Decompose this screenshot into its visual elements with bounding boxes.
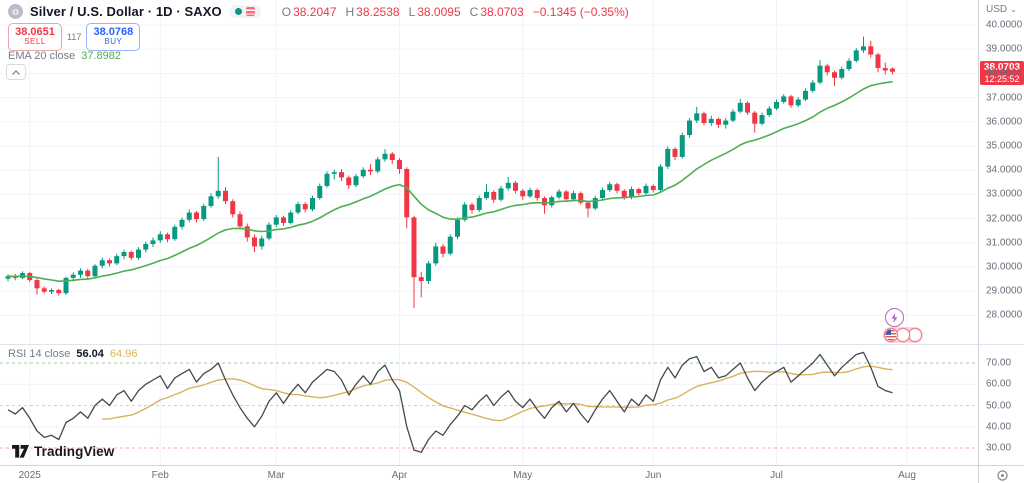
rsi-value: 56.04 xyxy=(76,348,104,360)
rsi-ma-value: 64.96 xyxy=(109,348,138,360)
events-flags-icon xyxy=(883,327,923,343)
chevron-down-icon: ⌄ xyxy=(1010,5,1017,14)
time-tick: Apr xyxy=(391,470,408,481)
buy-button[interactable]: 38.0768 BUY xyxy=(86,23,141,51)
price-tick: 28.0000 xyxy=(986,309,1023,321)
chart-canvas xyxy=(0,0,978,465)
trade-buttons: 38.0651 SELL 117 38.0768 BUY xyxy=(8,23,141,51)
price-tick: 40.0000 xyxy=(986,19,1023,31)
last-price: 38.0703 xyxy=(983,62,1021,73)
price-tick: 31.0000 xyxy=(986,237,1023,249)
spread-value: 117 xyxy=(67,31,82,42)
axis-currency[interactable]: USD ⌄ xyxy=(986,4,1017,15)
symbol-title[interactable]: Silver / U.S. Dollar · 1D · SAXO xyxy=(30,4,222,19)
price-tick: 36.0000 xyxy=(986,116,1023,128)
events-icon xyxy=(245,7,255,16)
time-tick: Mar xyxy=(267,470,285,481)
main-chart[interactable] xyxy=(0,0,978,465)
tradingview-attribution[interactable]: TradingView xyxy=(12,444,114,459)
axis-settings-corner[interactable] xyxy=(978,465,1024,483)
price-tick: 38.0000 xyxy=(986,67,1023,79)
tradingview-logo-icon xyxy=(12,445,29,458)
symbol-status-icons[interactable] xyxy=(228,5,261,18)
time-tick: 2025 xyxy=(18,470,41,481)
sell-price: 38.0651 xyxy=(15,26,55,38)
pane-separator[interactable] xyxy=(0,344,1024,345)
change-value: −0.1345 (−0.35%) xyxy=(532,4,629,19)
symbol-header: ◍ Silver / U.S. Dollar · 1D · SAXO O 38.2… xyxy=(8,4,629,19)
time-tick: Aug xyxy=(898,470,916,481)
time-tick: May xyxy=(513,470,533,481)
lightning-icon xyxy=(891,312,898,323)
collapse-legend-button[interactable] xyxy=(6,64,26,80)
economic-events-badge[interactable] xyxy=(883,327,923,348)
time-tick: Feb xyxy=(151,470,169,481)
low-value: 38.0095 xyxy=(417,4,461,19)
rsi-legend[interactable]: RSI 14 close 56.04 64.96 xyxy=(8,348,138,360)
bar-countdown: 12:25:52 xyxy=(984,73,1020,84)
buy-price: 38.0768 xyxy=(93,26,134,38)
price-tick: 33.0000 xyxy=(986,188,1023,200)
high-value: 38.2538 xyxy=(356,4,400,19)
rsi-tick: 50.00 xyxy=(986,400,1012,411)
time-axis[interactable]: 2025 Feb Mar Apr May Jun Jul Aug xyxy=(0,465,978,483)
time-tick: Jun xyxy=(645,470,662,481)
ema-value: 37.8982 xyxy=(81,50,122,62)
price-axis[interactable]: USD ⌄ 38.0703 12:25:52 40.0000 39.0000 38.0… xyxy=(978,0,1024,465)
price-tick: 32.0000 xyxy=(986,213,1023,225)
tradingview-label: TradingView xyxy=(34,444,115,459)
rsi-tick: 70.00 xyxy=(986,357,1012,369)
market-open-dot-icon xyxy=(234,8,242,15)
symbol-logo-icon: ◍ xyxy=(8,4,23,19)
last-price-badge: 38.0703 12:25:52 xyxy=(980,61,1024,85)
rsi-tick: 40.00 xyxy=(986,421,1012,433)
price-tick: 37.0000 xyxy=(986,92,1023,104)
rsi-tick: 30.00 xyxy=(986,442,1012,454)
price-tick: 34.0000 xyxy=(986,164,1023,176)
price-tick: 35.0000 xyxy=(986,140,1023,152)
open-value: 38.2047 xyxy=(293,4,337,19)
close-value: 38.0703 xyxy=(480,4,524,19)
rsi-tick: 60.00 xyxy=(986,378,1012,390)
sell-button[interactable]: 38.0651 SELL xyxy=(8,23,62,51)
ema-legend[interactable]: EMA 20 close 37.8982 xyxy=(8,50,122,62)
price-tick: 30.0000 xyxy=(986,261,1023,273)
price-tick: 39.0000 xyxy=(986,43,1023,55)
chevron-up-icon xyxy=(12,69,20,75)
ohlc-values: O 38.2047 H 38.2538 L 38.0095 C 38.0703 −0.1… xyxy=(281,4,629,19)
price-tick: 29.0000 xyxy=(986,285,1023,297)
timezone-settings-icon xyxy=(996,469,1008,481)
instant-trading-button[interactable] xyxy=(885,308,904,327)
time-tick: Jul xyxy=(770,470,783,481)
